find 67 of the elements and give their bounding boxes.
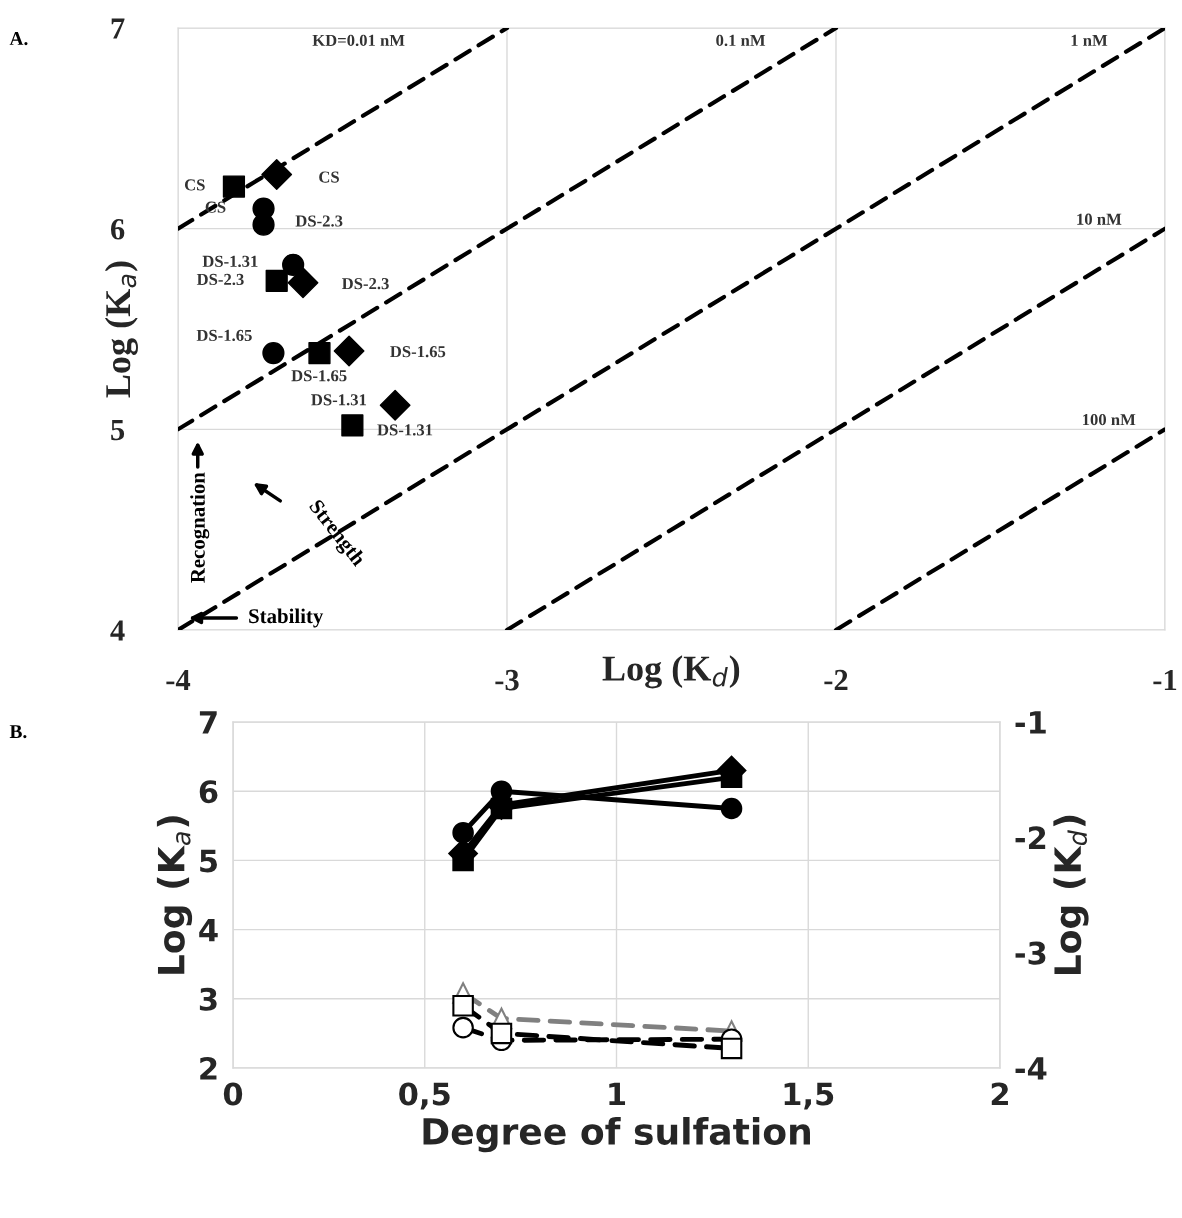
y-tick-label: 4	[110, 620, 125, 641]
point	[490, 1022, 513, 1045]
point	[452, 994, 474, 1017]
point	[379, 389, 411, 421]
y-tick-label: 5	[111, 419, 125, 441]
annotation: DS-2.3	[196, 273, 244, 286]
x-tick-label: 2	[991, 1082, 1008, 1106]
x-tick-label: 0	[223, 1082, 243, 1106]
point	[265, 269, 288, 292]
annotation: 100 nM	[1082, 414, 1136, 426]
annotation: DS-1.65	[196, 329, 252, 342]
annotation: KD=0.01 nM	[312, 34, 405, 47]
annotation: CS	[184, 179, 205, 191]
annotation: 1 nM	[1071, 34, 1108, 46]
annotation: 10 nM	[1077, 213, 1122, 225]
x-tick-label: -1	[1153, 669, 1177, 691]
text: B.	[9, 725, 27, 739]
point	[287, 267, 319, 299]
annotation: DS-1.31	[202, 255, 258, 268]
annotation: CS	[319, 171, 339, 183]
y-tick-label: 5	[200, 849, 217, 873]
point	[720, 797, 743, 820]
point	[262, 341, 285, 365]
point	[341, 414, 364, 437]
x-tick-label: 1	[609, 1082, 626, 1106]
point	[720, 766, 743, 789]
annotation: 0.1 nM	[716, 34, 766, 47]
y-tick-label: 6	[110, 219, 125, 240]
point	[333, 335, 365, 367]
x-axis-title: Degree of sulfation	[423, 1117, 810, 1153]
annotation: Recognation	[190, 472, 210, 583]
x-tick-label: 1,5	[784, 1082, 834, 1110]
point	[452, 821, 474, 844]
point	[282, 253, 305, 276]
y-tick-label: 7	[111, 18, 125, 39]
point	[452, 1016, 474, 1039]
y2-tick-label: -1	[1015, 711, 1046, 734]
annotation: DS-1.31	[377, 424, 433, 436]
x-tick-label: -2	[824, 669, 848, 691]
y-axis-title: Log (K$_{a}$)	[104, 261, 138, 398]
y-axis-title: Log (K$_{a}$)	[156, 816, 193, 974]
point	[261, 159, 293, 190]
annotation: DS-1.65	[390, 346, 446, 358]
y-tick-label: 2	[200, 1056, 217, 1080]
point	[490, 797, 513, 820]
x-tick-label: -4	[166, 669, 191, 691]
annotation: DS-2.3	[295, 215, 343, 227]
y-tick-label: 4	[199, 918, 218, 942]
point	[252, 213, 275, 236]
point	[308, 341, 331, 365]
y2-axis-title: Log (K$_{d}$)	[1053, 815, 1089, 975]
point	[222, 175, 246, 198]
y2-tick-label: -4	[1015, 1057, 1047, 1080]
y-tick-label: 3	[199, 987, 217, 1011]
y2-tick-label: -2	[1015, 826, 1046, 849]
x-axis-title: Log (K$_{d}$)	[602, 655, 740, 689]
x-tick-label: -3	[495, 669, 519, 691]
annotation: DS-1.65	[291, 370, 347, 382]
x-tick-label: 0,5	[399, 1082, 450, 1110]
annotation: DS-1.31	[311, 394, 367, 406]
annotation: DS-2.3	[341, 278, 389, 290]
y-tick-label: 6	[199, 780, 218, 804]
point	[720, 1037, 743, 1060]
text: A.	[9, 32, 28, 46]
annotation: Stability	[249, 608, 324, 628]
y2-tick-label: -3	[1015, 941, 1046, 965]
y-tick-label: 7	[199, 711, 217, 734]
